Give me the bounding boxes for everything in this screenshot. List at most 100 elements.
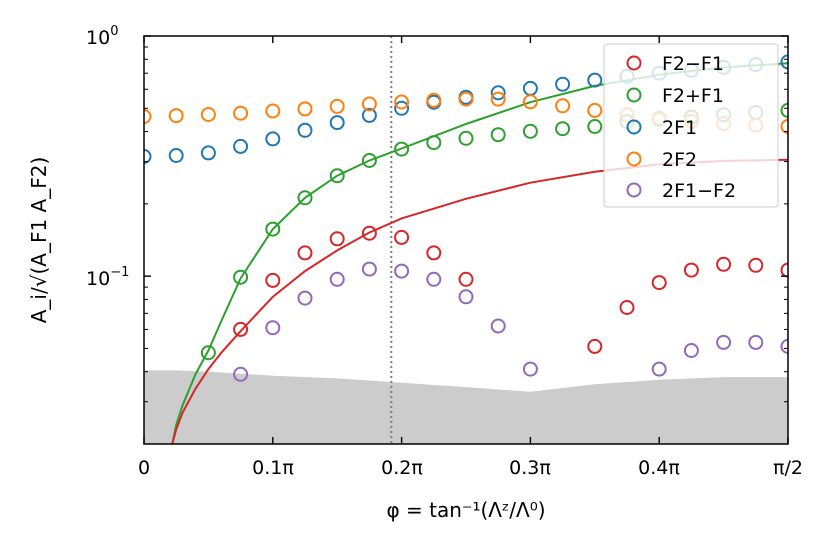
data-point-series-0 bbox=[716, 256, 732, 272]
data-point-series-1 bbox=[780, 102, 788, 118]
data-point-series-0 bbox=[297, 245, 313, 261]
data-point-series-3 bbox=[522, 94, 538, 110]
data-point-series-4 bbox=[683, 343, 699, 358]
data-point-series-2 bbox=[780, 54, 788, 70]
data-point-series-3 bbox=[200, 107, 216, 122]
data-point-series-1 bbox=[522, 123, 538, 139]
data-point-series-1 bbox=[587, 119, 603, 134]
legend-box bbox=[603, 43, 779, 208]
data-point-series-1 bbox=[297, 190, 313, 206]
data-point-series-3 bbox=[361, 96, 377, 112]
data-point-series-4 bbox=[748, 334, 764, 350]
x-tick-label-3: 0.3π bbox=[509, 457, 551, 479]
legend-label-2f2: 2F2 bbox=[662, 149, 697, 171]
data-point-series-4 bbox=[233, 366, 249, 382]
data-point-series-4 bbox=[297, 290, 313, 306]
legend-label-f2-minus-f1: F2−F1 bbox=[662, 53, 724, 75]
data-point-series-3 bbox=[458, 91, 474, 107]
data-point-series-2 bbox=[587, 72, 603, 88]
data-point-series-2 bbox=[297, 122, 313, 138]
data-point-series-4 bbox=[458, 289, 474, 305]
data-point-series-3 bbox=[587, 102, 603, 118]
data-point-series-4 bbox=[265, 320, 281, 336]
data-point-series-4 bbox=[651, 361, 667, 377]
data-point-series-3 bbox=[490, 91, 506, 107]
data-point-series-3 bbox=[780, 119, 788, 134]
x-tick-label-4: 0.4π bbox=[638, 457, 680, 479]
data-point-series-0 bbox=[361, 225, 377, 241]
data-point-series-1 bbox=[555, 121, 571, 137]
data-point-series-4 bbox=[716, 334, 732, 350]
data-point-series-2 bbox=[265, 131, 281, 147]
data-point-series-0 bbox=[587, 338, 603, 354]
data-point-series-0 bbox=[394, 229, 410, 245]
noise-floor-region bbox=[144, 370, 788, 444]
data-point-series-4 bbox=[490, 318, 506, 334]
data-point-series-3 bbox=[426, 92, 442, 108]
data-point-series-2 bbox=[361, 107, 377, 123]
data-point-series-1 bbox=[458, 130, 474, 146]
axis-ticks bbox=[143, 35, 789, 445]
data-point-series-3 bbox=[168, 108, 184, 124]
x-tick-label-5: π/2 bbox=[773, 457, 803, 479]
data-point-series-3 bbox=[394, 94, 410, 110]
data-point-series-0 bbox=[780, 262, 788, 278]
legend-label-f2-plus-f1: F2+F1 bbox=[662, 85, 724, 107]
y-tick-label-bottom: 10−1 bbox=[86, 265, 129, 290]
legend-label-2f1: 2F1 bbox=[662, 117, 697, 139]
x-tick-label-1: 0.1π bbox=[252, 457, 294, 479]
data-point-series-2 bbox=[555, 76, 571, 92]
legend-marker-2f2 bbox=[626, 151, 642, 167]
data-point-series-4 bbox=[329, 271, 345, 287]
data-point-series-0 bbox=[329, 231, 345, 247]
data-point-series-4 bbox=[361, 261, 377, 277]
legend-marker-f2-plus-f1 bbox=[626, 87, 642, 103]
data-point-series-0 bbox=[233, 321, 249, 337]
data-point-series-4 bbox=[522, 361, 538, 377]
plot-frame bbox=[143, 35, 789, 445]
data-point-series-0 bbox=[619, 300, 635, 315]
y-axis-label: A_i/√(A_F1 A_F2) bbox=[27, 157, 51, 324]
data-point-series-1 bbox=[490, 127, 506, 143]
data-point-series-0 bbox=[458, 271, 474, 287]
data-point-series-3 bbox=[144, 109, 152, 124]
data-point-series-2 bbox=[233, 138, 249, 154]
data-point-series-1 bbox=[361, 153, 377, 168]
data-point-series-1 bbox=[329, 168, 345, 184]
legend: F2−F1 F2+F1 2F1 2F2 2F1−F2 bbox=[603, 43, 779, 208]
data-point-series-1 bbox=[233, 269, 249, 285]
legend-marker-2f1-minus-f2 bbox=[626, 182, 642, 198]
data-point-series-3 bbox=[329, 98, 345, 114]
data-point-series-2 bbox=[144, 149, 152, 164]
x-tick-label-0: 0 bbox=[138, 457, 150, 479]
data-point-series-2 bbox=[394, 100, 410, 116]
data-point-series-2 bbox=[329, 115, 345, 131]
data-markers bbox=[144, 54, 788, 382]
x-tick-label-2: 0.2π bbox=[381, 457, 423, 479]
data-point-series-3 bbox=[297, 101, 313, 117]
data-point-series-1 bbox=[426, 135, 442, 151]
data-point-series-0 bbox=[683, 262, 699, 278]
legend-label-2f1-minus-f2: 2F1−F2 bbox=[662, 180, 736, 202]
data-point-series-2 bbox=[200, 145, 216, 161]
y-tick-label-top: 100 bbox=[86, 24, 118, 49]
data-point-series-0 bbox=[651, 275, 667, 291]
data-point-series-3 bbox=[555, 98, 571, 114]
data-point-series-2 bbox=[522, 80, 538, 96]
data-point-series-4 bbox=[394, 263, 410, 279]
data-point-series-1 bbox=[394, 141, 410, 157]
legend-marker-2f1 bbox=[626, 119, 642, 135]
data-point-series-2 bbox=[168, 148, 184, 163]
data-point-series-3 bbox=[265, 103, 281, 119]
data-point-series-3 bbox=[233, 105, 249, 121]
data-point-series-1 bbox=[200, 345, 216, 361]
legend-marker-f2-minus-f1 bbox=[626, 55, 642, 71]
data-point-series-0 bbox=[265, 272, 281, 288]
data-point-series-2 bbox=[490, 85, 506, 101]
data-point-series-4 bbox=[426, 271, 442, 287]
data-point-series-0 bbox=[426, 245, 442, 261]
data-point-series-1 bbox=[265, 221, 281, 237]
noise-floor-layer bbox=[144, 370, 788, 444]
data-point-series-0 bbox=[748, 257, 764, 273]
